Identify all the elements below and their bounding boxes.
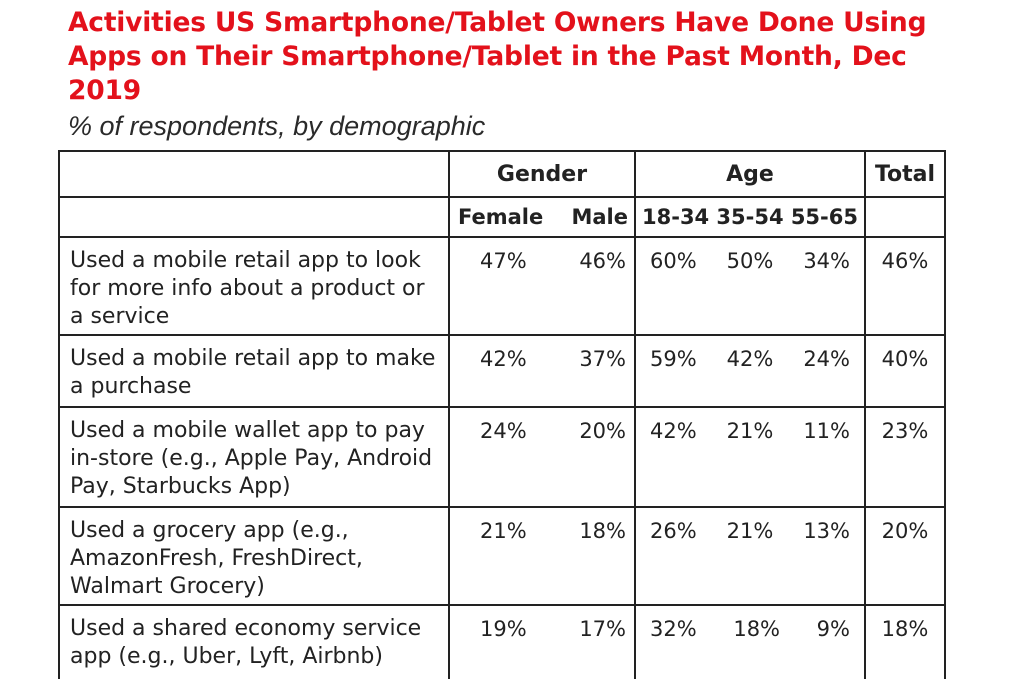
subheader-gender-cell: Female Male — [449, 197, 636, 237]
value-male: 46% — [579, 249, 626, 273]
value-18-34: 59% — [650, 347, 697, 371]
column-header-55-65: 55-65 — [790, 205, 858, 229]
age-values: 42% 21% 11% — [635, 407, 866, 507]
value-female: 24% — [480, 419, 527, 443]
row-label: Used a mobile retail app to make a purch… — [59, 335, 450, 407]
value-55-65: 11% — [803, 419, 850, 443]
value-18-34: 42% — [650, 419, 697, 443]
value-18-34: 60% — [650, 249, 697, 273]
value-35-54: 21% — [726, 519, 774, 543]
column-header-35-54: 35-54 — [716, 205, 784, 229]
table-row: Used a mobile retail app to make a purch… — [59, 335, 946, 407]
value-18-34: 32% — [650, 617, 697, 641]
gender-values: 19% 17% — [449, 605, 636, 679]
value-female: 19% — [480, 617, 527, 641]
header-blank-cell — [59, 151, 450, 197]
subheader-total-cell — [865, 197, 946, 237]
value-18-34: 26% — [650, 519, 697, 543]
value-male: 20% — [579, 419, 626, 443]
value-female: 21% — [480, 519, 527, 543]
row-label: Used a shared economy service app (e.g.,… — [59, 605, 450, 679]
table-row: Used a mobile wallet app to pay in-store… — [59, 407, 946, 507]
age-values: 26% 21% 13% — [635, 507, 866, 605]
gender-values: 42% 37% — [449, 335, 636, 407]
value-male: 18% — [579, 519, 626, 543]
chart-title: Activities US Smartphone/Tablet Owners H… — [68, 7, 927, 106]
value-total: 46% — [865, 237, 946, 335]
column-header-18-34: 18-34 — [642, 205, 710, 229]
column-header-male: Male — [571, 205, 628, 229]
value-55-65: 34% — [803, 249, 850, 273]
age-values: 32% 18% 9% — [635, 605, 866, 679]
value-55-65: 9% — [816, 617, 850, 641]
data-table: Gender Age Total Female Male 18-34 35-54… — [58, 150, 946, 679]
group-header-gender: Gender — [449, 151, 636, 197]
value-total: 40% — [865, 335, 946, 407]
row-label: Used a mobile wallet app to pay in-store… — [59, 407, 450, 507]
age-values: 60% 50% 34% — [635, 237, 866, 335]
chart-subtitle: % of respondents, by demographic — [68, 111, 486, 141]
value-total: 20% — [865, 507, 946, 605]
value-total: 18% — [865, 605, 946, 679]
value-35-54: 42% — [726, 347, 774, 371]
column-header-female: Female — [458, 205, 544, 229]
value-55-65: 13% — [803, 519, 850, 543]
value-female: 47% — [480, 249, 527, 273]
value-35-54: 50% — [726, 249, 774, 273]
value-35-54: 18% — [733, 617, 781, 641]
value-total: 23% — [865, 407, 946, 507]
group-header-age: Age — [635, 151, 866, 197]
value-female: 42% — [480, 347, 527, 371]
subheader-blank-cell — [59, 197, 450, 237]
gender-values: 24% 20% — [449, 407, 636, 507]
group-header-total: Total — [865, 151, 946, 197]
row-label: Used a mobile retail app to look for mor… — [59, 237, 450, 335]
table-row: Used a shared economy service app (e.g.,… — [59, 605, 946, 679]
value-male: 17% — [579, 617, 626, 641]
age-values: 59% 42% 24% — [635, 335, 866, 407]
gender-values: 21% 18% — [449, 507, 636, 605]
table-row: Used a grocery app (e.g., AmazonFresh, F… — [59, 507, 946, 605]
value-35-54: 21% — [726, 419, 774, 443]
value-male: 37% — [579, 347, 626, 371]
table-row: Used a mobile retail app to look for mor… — [59, 237, 946, 335]
row-label: Used a grocery app (e.g., AmazonFresh, F… — [59, 507, 450, 605]
gender-values: 47% 46% — [449, 237, 636, 335]
value-55-65: 24% — [803, 347, 850, 371]
subheader-age-cell: 18-34 35-54 55-65 — [635, 197, 866, 237]
